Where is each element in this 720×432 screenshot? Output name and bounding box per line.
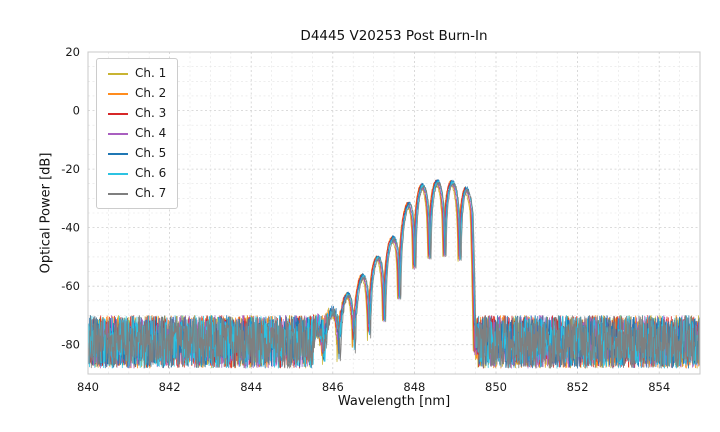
x-tick-label: 844: [240, 380, 262, 394]
legend-item: Ch. 4: [108, 126, 166, 141]
x-tick-label: 852: [567, 380, 589, 394]
y-tick-label: 20: [65, 45, 80, 59]
x-axis-label: Wavelength [nm]: [337, 394, 451, 409]
legend-line-swatch: [108, 112, 128, 115]
y-tick-label: 0: [73, 104, 80, 118]
x-tick-label: 840: [77, 380, 99, 394]
legend-line-swatch: [108, 72, 128, 75]
legend-label: Ch. 2: [135, 86, 167, 100]
legend-line-swatch: [108, 92, 128, 95]
legend-label: Ch. 3: [135, 106, 167, 120]
x-tick-label: 850: [485, 380, 507, 394]
y-tick-label: -40: [61, 221, 80, 235]
x-tick-label: 854: [648, 380, 670, 394]
series-group: [88, 179, 700, 369]
legend-item: Ch. 1: [108, 66, 166, 81]
legend-line-swatch: [108, 192, 128, 195]
legend-label: Ch. 1: [135, 66, 167, 80]
chart-title: D4445 V20253 Post Burn-In: [300, 28, 488, 44]
grid: [87, 51, 701, 375]
plot-border: [87, 51, 701, 375]
y-tick-label: -20: [61, 162, 80, 176]
tick-labels: 840 842 844 846 848 850 852 854 20 0 -20 -40 -60 -80: [61, 45, 670, 394]
legend-label: Ch. 4: [135, 126, 167, 140]
legend-item: Ch. 5: [108, 146, 166, 161]
x-tick-label: 846: [322, 380, 344, 394]
legend-item: Ch. 7: [108, 186, 166, 201]
legend-line-swatch: [108, 132, 128, 135]
legend-label: Ch. 6: [135, 166, 167, 180]
legend-item: Ch. 2: [108, 86, 166, 101]
legend: Ch. 1 Ch. 2 Ch. 3 Ch. 4 Ch. 5 Ch. 6 Ch. 7: [96, 58, 179, 209]
series-line-ch-7: [88, 181, 700, 369]
y-tick-label: -60: [61, 279, 80, 293]
legend-line-swatch: [108, 152, 128, 155]
legend-label: Ch. 7: [135, 186, 167, 200]
x-tick-label: 842: [159, 380, 181, 394]
legend-item: Ch. 3: [108, 106, 166, 121]
legend-line-swatch: [108, 172, 128, 175]
legend-item: Ch. 6: [108, 166, 166, 181]
legend-label: Ch. 5: [135, 146, 167, 160]
x-tick-label: 848: [403, 380, 425, 394]
y-axis-label: Optical Power [dB]: [38, 152, 54, 274]
y-tick-label: -80: [61, 338, 80, 352]
